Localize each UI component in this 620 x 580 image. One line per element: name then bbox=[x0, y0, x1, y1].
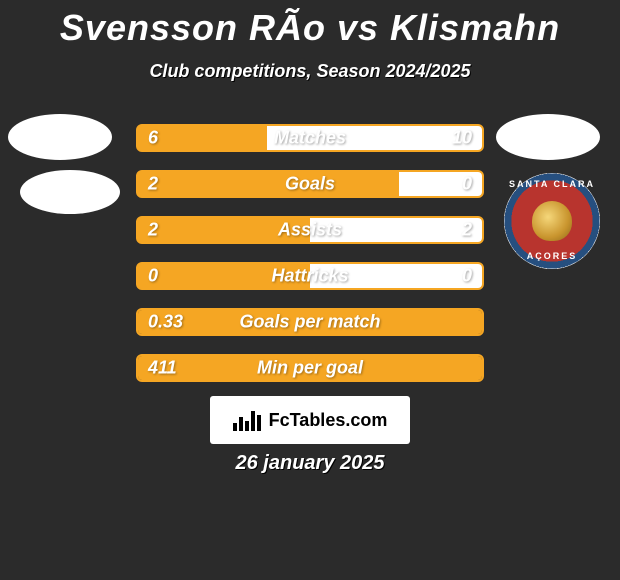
stat-value-left: 0.33 bbox=[148, 312, 183, 333]
stat-row-hattricks: 0 Hattricks 0 bbox=[136, 262, 484, 290]
logo-right-bottom-text: AÇORES bbox=[527, 251, 578, 261]
club-logo-left bbox=[20, 170, 120, 214]
branding-text: FcTables.com bbox=[269, 410, 388, 431]
page-subtitle: Club competitions, Season 2024/2025 bbox=[0, 61, 620, 82]
stat-row-matches: 6 Matches 10 bbox=[136, 124, 484, 152]
stat-value-left: 6 bbox=[148, 128, 158, 149]
stat-label: Assists bbox=[278, 220, 342, 241]
page-title: Svensson RÃo vs Klismahn bbox=[0, 7, 620, 49]
player-avatar-right bbox=[496, 114, 600, 160]
main-container: Svensson RÃo vs Klismahn Club competitio… bbox=[0, 0, 620, 87]
stat-label: Goals bbox=[285, 174, 335, 195]
stat-value-right: 2 bbox=[462, 220, 472, 241]
chart-icon bbox=[233, 409, 263, 431]
stats-area: 6 Matches 10 2 Goals 0 2 Assists 2 0 Hat… bbox=[136, 124, 484, 400]
stat-row-goals: 2 Goals 0 bbox=[136, 170, 484, 198]
stat-value-left: 2 bbox=[148, 220, 158, 241]
bar-left bbox=[138, 172, 399, 196]
stat-value-left: 411 bbox=[148, 358, 177, 379]
stat-value-right: 0 bbox=[462, 174, 472, 195]
player-avatar-left bbox=[8, 114, 112, 160]
stat-value-right: 0 bbox=[462, 266, 472, 287]
stat-label: Matches bbox=[274, 128, 346, 149]
stat-row-assists: 2 Assists 2 bbox=[136, 216, 484, 244]
stat-row-gpm: 0.33 Goals per match bbox=[136, 308, 484, 336]
stat-row-mpg: 411 Min per goal bbox=[136, 354, 484, 382]
branding-badge: FcTables.com bbox=[210, 396, 410, 444]
club-logo-right: SANTA CLARA AÇORES bbox=[504, 173, 600, 269]
logo-right-top-text: SANTA CLARA bbox=[509, 179, 595, 189]
stat-label: Goals per match bbox=[239, 312, 380, 333]
date-text: 26 january 2025 bbox=[0, 452, 620, 475]
stat-label: Hattricks bbox=[271, 266, 348, 287]
stat-value-left: 2 bbox=[148, 174, 158, 195]
stat-value-left: 0 bbox=[148, 266, 158, 287]
stat-value-right: 10 bbox=[452, 128, 472, 149]
stat-label: Min per goal bbox=[257, 358, 363, 379]
